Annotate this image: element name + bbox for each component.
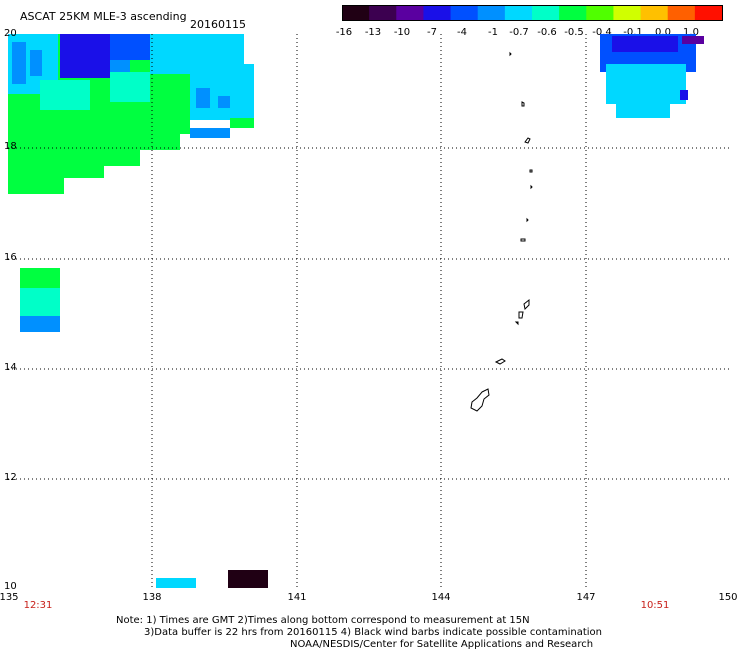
colorbar-label: -13 xyxy=(364,27,382,38)
island-outline xyxy=(523,298,530,311)
lon-label: 141 xyxy=(287,592,307,603)
time-label-right: 10:51 xyxy=(640,600,670,611)
colorbar xyxy=(342,5,723,21)
colorbar-label: -0.7 xyxy=(509,27,529,38)
note-line-2: 3)Data buffer is 22 hrs from 20160115 4)… xyxy=(144,627,602,638)
colorbar-label: -0.1 xyxy=(623,27,643,38)
lon-label: 135 xyxy=(0,592,19,603)
swath-top-left xyxy=(8,34,254,194)
colorbar-swatch xyxy=(477,5,506,21)
colorbar-swatch xyxy=(586,5,614,21)
island-outline xyxy=(494,358,506,365)
lat-label: 18 xyxy=(4,141,17,152)
island-outline xyxy=(518,311,524,319)
product-title: ASCAT 25KM MLE-3 ascending xyxy=(20,10,187,23)
colorbar-label: -0.4 xyxy=(592,27,612,38)
island-outline xyxy=(526,217,529,223)
island-outline xyxy=(520,238,526,242)
lon-label: 144 xyxy=(431,592,451,603)
lat-label: 14 xyxy=(4,362,17,373)
colorbar-label: -0.5 xyxy=(564,27,584,38)
lon-label: 150 xyxy=(718,592,738,603)
lat-label: 20 xyxy=(4,28,17,39)
product-date: 20160115 xyxy=(190,18,246,31)
colorbar-swatch xyxy=(450,5,479,21)
lat-label: 16 xyxy=(4,252,17,263)
swath-left-strip xyxy=(20,268,60,332)
island-outline xyxy=(521,101,525,107)
colorbar-swatch xyxy=(640,5,669,21)
gridlines xyxy=(8,34,730,589)
colorbar-label: -4 xyxy=(457,27,467,38)
coastlines xyxy=(470,51,533,412)
colorbar-label: 1.0 xyxy=(683,27,699,38)
colorbar-swatch xyxy=(559,5,587,21)
colorbar-label: -16 xyxy=(335,27,353,38)
island-outline xyxy=(529,169,533,173)
colorbar-swatch xyxy=(396,5,424,21)
colorbar-swatch xyxy=(667,5,696,21)
colorbar-label: -0.6 xyxy=(537,27,557,38)
colorbar-swatch xyxy=(532,5,560,21)
time-label-left: 12:31 xyxy=(23,600,53,611)
island-outline xyxy=(524,137,531,144)
colorbar-swatch xyxy=(694,5,723,21)
colorbar-swatch xyxy=(342,5,370,21)
note-line-1: Note: 1) Times are GMT 2)Times along bot… xyxy=(116,615,530,626)
colorbar-label: -1 xyxy=(488,27,498,38)
swath-bottom xyxy=(156,570,268,588)
colorbar-swatch xyxy=(613,5,642,21)
lon-label: 147 xyxy=(576,592,596,603)
island-outline xyxy=(470,388,490,412)
lat-label: 12 xyxy=(4,472,17,483)
colorbar-label: 0.0 xyxy=(655,27,671,38)
lon-label: 138 xyxy=(142,592,162,603)
swath-top-right xyxy=(600,34,704,118)
island-outline xyxy=(514,321,519,326)
colorbar-label: -10 xyxy=(393,27,411,38)
lat-label: 10 xyxy=(4,581,17,592)
colorbar-swatch xyxy=(369,5,397,21)
colorbar-label: -7 xyxy=(427,27,437,38)
colorbar-swatch xyxy=(423,5,452,21)
island-outline xyxy=(509,51,512,57)
island-outline xyxy=(530,184,533,190)
colorbar-swatch xyxy=(504,5,533,21)
map-panel xyxy=(8,34,730,589)
note-line-3: NOAA/NESDIS/Center for Satellite Applica… xyxy=(290,639,594,650)
